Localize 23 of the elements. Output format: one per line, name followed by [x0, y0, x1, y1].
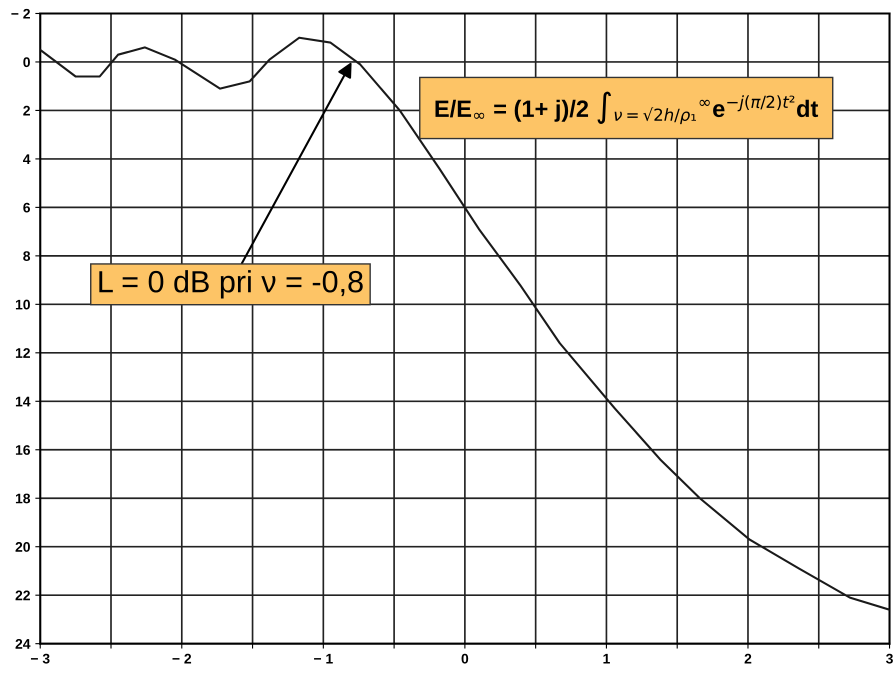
x-tick-label: 0 — [462, 654, 468, 664]
x-tick-label: − 1 — [314, 654, 333, 664]
y-tick-label: 22 — [16, 590, 30, 600]
x-tick-label: 1 — [603, 654, 610, 664]
y-tick-label: − 2 — [11, 8, 30, 19]
annotation: E/E$_{∞}$ = (1+ j)/2 ∫$_{ν=√2h/ρ₁}$$^{∞}$e$^{−j(π/2)t²}$dt — [436, 92, 818, 124]
y-tick-label: 14 — [16, 396, 30, 406]
x-tick-label: 3 — [886, 654, 893, 664]
y-tick-label: 4 — [22, 154, 30, 164]
y-tick-label: 18 — [16, 494, 30, 504]
y-tick-label: 10 — [16, 300, 30, 310]
y-tick-label: 6 — [23, 202, 30, 213]
y-tick-label: 24 — [16, 639, 30, 649]
x-tick-label: − 2 — [172, 654, 192, 664]
x-tick-label: − 3 — [30, 654, 50, 664]
y-tick-label: 2 — [23, 106, 30, 116]
y-tick-label: 16 — [16, 445, 30, 455]
annotation: L = 0 dB pri ν = -0,8 — [99, 270, 363, 299]
x-tick-label: 2 — [744, 654, 752, 664]
y-tick-label: 20 — [16, 542, 30, 552]
y-tick-label: 0 — [23, 57, 30, 68]
y-tick-label: 8 — [23, 251, 30, 262]
y-tick-label: 12 — [16, 348, 30, 358]
